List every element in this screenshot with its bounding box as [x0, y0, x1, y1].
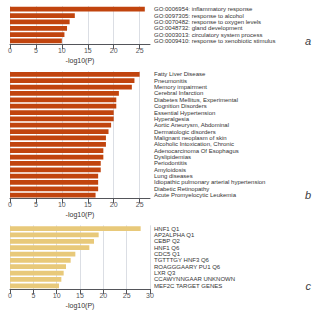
svg-text:Periodontitis: Periodontitis: [154, 160, 187, 166]
svg-text:Malignant neoplasm of skin: Malignant neoplasm of skin: [154, 135, 227, 141]
svg-text:-log10(P): -log10(P): [66, 302, 95, 310]
svg-text:Dermatologic disorders: Dermatologic disorders: [154, 129, 216, 135]
svg-text:10: 10: [58, 47, 66, 54]
svg-text:Memory impairment: Memory impairment: [154, 84, 207, 90]
svg-text:Lung diseases: Lung diseases: [154, 173, 193, 179]
svg-text:10: 10: [58, 201, 66, 208]
svg-text:a: a: [305, 35, 311, 47]
svg-text:HNF1 Q6: HNF1 Q6: [154, 245, 180, 251]
svg-text:Essential Hypertension: Essential Hypertension: [154, 110, 215, 116]
svg-text:15: 15: [84, 201, 92, 208]
svg-text:25: 25: [136, 201, 144, 208]
svg-text:Amyloidosis: Amyloidosis: [154, 167, 186, 173]
svg-text:GO:0097305: response to alcoho: GO:0097305: response to alcohol: [154, 13, 244, 19]
svg-text:20: 20: [99, 292, 107, 299]
svg-text:Cognition Disorders: Cognition Disorders: [154, 103, 207, 109]
svg-text:Pneumonitis: Pneumonitis: [154, 78, 187, 84]
svg-text:20: 20: [110, 201, 118, 208]
svg-text:Cerebral Infarction: Cerebral Infarction: [154, 90, 203, 96]
svg-text:ROAGGGAARY PU1 Q6: ROAGGGAARY PU1 Q6: [154, 264, 221, 270]
svg-text:Diabetic Retinopathy: Diabetic Retinopathy: [154, 186, 209, 192]
svg-text:HNF1 Q1: HNF1 Q1: [154, 226, 180, 232]
svg-text:CCAWYNNGAAR UNKNOWN: CCAWYNNGAAR UNKNOWN: [154, 276, 235, 282]
svg-text:GO:0003013: circulatory system: GO:0003013: circulatory system process: [154, 32, 262, 38]
svg-text:15: 15: [76, 292, 84, 299]
svg-text:-log10(P): -log10(P): [66, 57, 95, 65]
svg-text:CEBP Q2: CEBP Q2: [154, 238, 181, 244]
svg-text:Adenocarcinoma Of Esophagus: Adenocarcinoma Of Esophagus: [154, 148, 239, 154]
svg-text:30: 30: [146, 292, 154, 299]
svg-text:c: c: [306, 280, 312, 292]
svg-text:25: 25: [123, 292, 131, 299]
svg-text:Alcoholic Intoxication, Chroni: Alcoholic Intoxication, Chronic: [154, 141, 234, 147]
svg-text:AP2ALPHA Q1: AP2ALPHA Q1: [154, 232, 195, 238]
svg-text:-log10(P): -log10(P): [66, 211, 95, 219]
svg-text:b: b: [305, 189, 311, 201]
svg-text:GO:0006954: inflammatory respo: GO:0006954: inflammatory response: [154, 6, 253, 12]
svg-text:Aortic Aneurysm, Abdominal: Aortic Aneurysm, Abdominal: [154, 122, 229, 128]
svg-text:5: 5: [31, 292, 35, 299]
svg-text:Dyslipidemias: Dyslipidemias: [154, 154, 191, 160]
svg-text:0: 0: [8, 47, 12, 54]
svg-text:TGTTTGY HNF3 Q6: TGTTTGY HNF3 Q6: [154, 257, 210, 263]
svg-text:0: 0: [8, 292, 12, 299]
svg-text:GO:0009410: response to xenobi: GO:0009410: response to xenobiotic stimu…: [154, 38, 275, 44]
svg-text:LXR Q3: LXR Q3: [154, 270, 176, 276]
svg-text:15: 15: [84, 47, 92, 54]
svg-text:20: 20: [110, 47, 118, 54]
svg-text:Diabetes Mellitus, Experimenta: Diabetes Mellitus, Experimental: [154, 97, 238, 103]
svg-text:25: 25: [136, 47, 144, 54]
svg-text:Hyperalgesia: Hyperalgesia: [154, 116, 190, 122]
svg-text:0: 0: [8, 201, 12, 208]
svg-text:CDC5 Q1: CDC5 Q1: [154, 251, 181, 257]
svg-text:5: 5: [34, 47, 38, 54]
svg-text:10: 10: [53, 292, 61, 299]
svg-text:Acute Promyelocytic Leukemia: Acute Promyelocytic Leukemia: [154, 192, 237, 198]
svg-text:GO:0048732: gland development: GO:0048732: gland development: [154, 25, 243, 31]
svg-text:MEF2C TARGET GENES: MEF2C TARGET GENES: [154, 283, 222, 289]
svg-text:Idiopathic pulmonary arterial: Idiopathic pulmonary arterial hypertensi…: [154, 179, 265, 185]
svg-text:Fatty Liver Disease: Fatty Liver Disease: [154, 71, 206, 77]
svg-text:5: 5: [34, 201, 38, 208]
svg-text:GO:0070482: response to oxygen: GO:0070482: response to oxygen levels: [154, 19, 261, 25]
